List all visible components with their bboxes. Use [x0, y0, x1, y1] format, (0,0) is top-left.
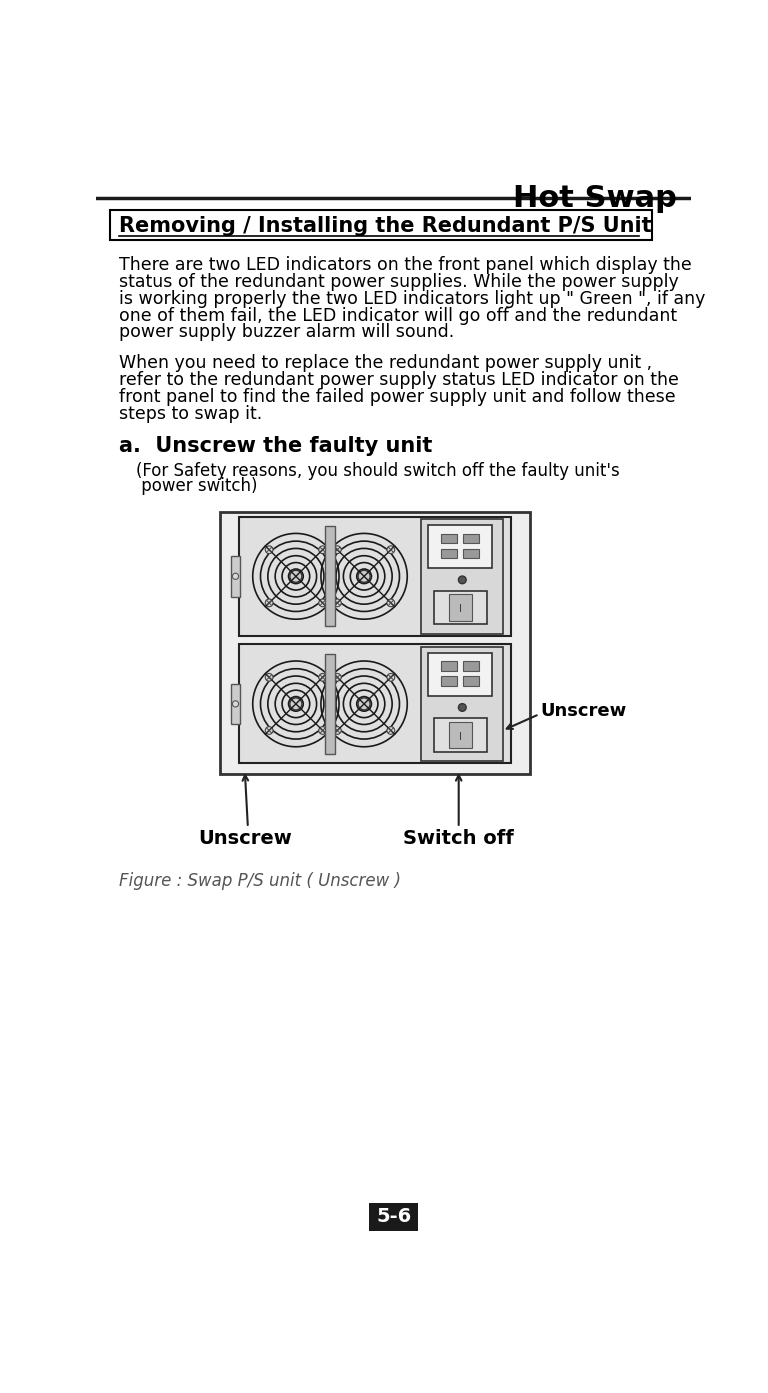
Circle shape [358, 698, 370, 710]
Bar [422, 646, 503, 761]
Bar [239, 645, 511, 763]
Bar [441, 676, 457, 685]
Text: Removing / Installing the Redundant P/S Unit: Removing / Installing the Redundant P/S … [119, 216, 652, 235]
Bar [325, 653, 336, 754]
Bar [463, 549, 479, 559]
Circle shape [333, 546, 341, 553]
Circle shape [319, 546, 326, 553]
Text: Unscrew: Unscrew [198, 829, 292, 848]
Text: front panel to find the failed power supply unit and follow these: front panel to find the failed power sup… [119, 389, 676, 407]
Text: power supply buzzer alarm will sound.: power supply buzzer alarm will sound. [119, 323, 455, 341]
Text: I: I [458, 605, 462, 614]
Bar [434, 719, 487, 752]
Bar [422, 520, 503, 634]
Text: Hot Swap: Hot Swap [513, 184, 677, 213]
Circle shape [290, 698, 302, 710]
Text: one of them fail, the LED indicator will go off and the redundant: one of them fail, the LED indicator will… [119, 306, 677, 325]
Circle shape [333, 599, 341, 607]
Bar [428, 525, 492, 568]
Bar [239, 517, 511, 635]
Text: Unscrew: Unscrew [541, 702, 627, 720]
Text: refer to the redundant power supply status LED indicator on the: refer to the redundant power supply stat… [119, 371, 679, 389]
Circle shape [333, 727, 341, 734]
Bar [441, 534, 457, 543]
Circle shape [319, 599, 326, 607]
Bar [449, 593, 472, 621]
Bar [369, 1202, 419, 1230]
Circle shape [458, 703, 466, 712]
Circle shape [458, 577, 466, 584]
Circle shape [265, 599, 273, 607]
Text: steps to swap it.: steps to swap it. [119, 405, 263, 423]
Circle shape [387, 546, 395, 553]
Bar [231, 556, 240, 596]
Bar [231, 684, 240, 724]
Text: There are two LED indicators on the front panel which display the: There are two LED indicators on the fron… [119, 256, 692, 273]
Bar [441, 549, 457, 559]
Circle shape [333, 673, 341, 681]
Text: Figure : Swap P/S unit ( Unscrew ): Figure : Swap P/S unit ( Unscrew ) [119, 872, 401, 890]
Bar [325, 527, 336, 627]
Text: When you need to replace the redundant power supply unit ,: When you need to replace the redundant p… [119, 354, 652, 372]
Bar [110, 210, 653, 240]
Circle shape [265, 546, 273, 553]
Circle shape [387, 673, 395, 681]
Text: a.  Unscrew the faulty unit: a. Unscrew the faulty unit [119, 436, 432, 456]
Bar [428, 653, 492, 695]
Circle shape [387, 727, 395, 734]
Circle shape [265, 673, 273, 681]
Bar [441, 662, 457, 670]
Text: is working properly the two LED indicators light up " Green ", if any: is working properly the two LED indicato… [119, 290, 706, 308]
Text: Switch off: Switch off [403, 829, 514, 848]
Circle shape [319, 673, 326, 681]
Circle shape [233, 574, 239, 579]
Circle shape [265, 727, 273, 734]
Text: (For Safety reasons, you should switch off the faulty unit's: (For Safety reasons, you should switch o… [136, 462, 620, 481]
Bar [449, 722, 472, 748]
Circle shape [358, 570, 370, 582]
Text: status of the redundant power supplies. While the power supply: status of the redundant power supplies. … [119, 273, 679, 291]
Bar [463, 662, 479, 670]
Circle shape [290, 570, 302, 582]
Text: 5-6: 5-6 [376, 1208, 411, 1226]
Circle shape [387, 599, 395, 607]
Circle shape [319, 727, 326, 734]
Circle shape [233, 701, 239, 708]
Bar [434, 591, 487, 624]
Bar [463, 534, 479, 543]
Text: power switch): power switch) [136, 478, 258, 496]
Bar [463, 676, 479, 685]
Text: I: I [458, 731, 462, 741]
Bar [220, 513, 530, 775]
